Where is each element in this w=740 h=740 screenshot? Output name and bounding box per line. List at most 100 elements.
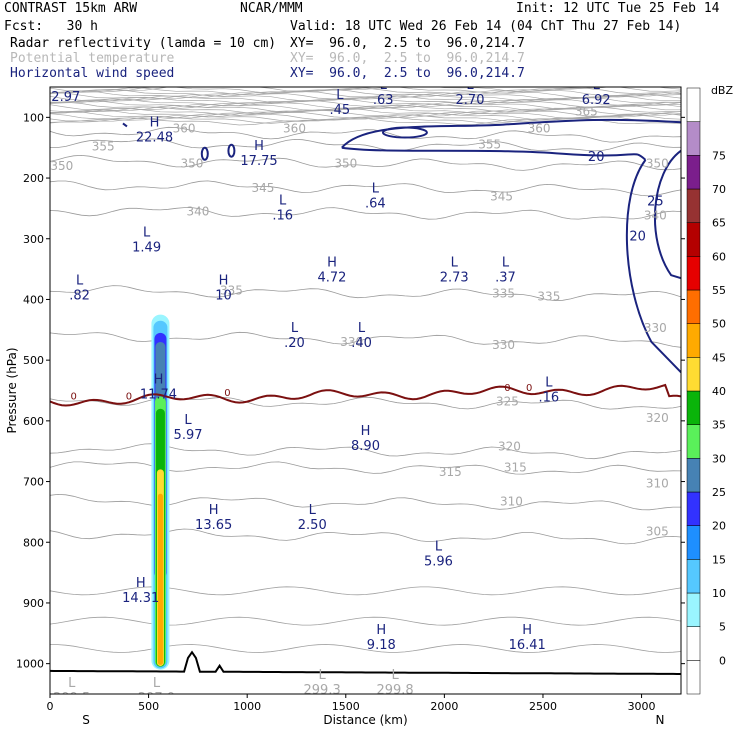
- x-tick-label: 0: [47, 700, 54, 713]
- colorbar-tick-label: 65: [712, 217, 726, 230]
- theta-line-310: [50, 493, 681, 511]
- extremum-value: .82: [69, 289, 90, 304]
- extremum-marker: H: [209, 503, 219, 518]
- field-wind-name: Horizontal wind speed: [10, 66, 175, 81]
- theta-label: 315: [504, 461, 527, 475]
- field-theta-xy: XY= 96.0, 2.5 to 96.0,214.7: [290, 51, 525, 66]
- extremum-value: .64: [365, 196, 386, 211]
- colorbar-box: [686, 660, 701, 695]
- wind-contour-small: [122, 122, 128, 128]
- extremum-marker: L: [143, 226, 151, 241]
- colorbar-tick-label: 40: [712, 385, 726, 398]
- theta-line-upper: [50, 88, 681, 97]
- freezing-level-label: 0: [126, 392, 132, 403]
- colorbar-box: [686, 155, 701, 190]
- extremum-value: .63: [373, 93, 394, 108]
- wind-contour-small: [227, 143, 236, 158]
- colorbar-tick-label: 60: [712, 250, 726, 263]
- extremum-marker: L: [372, 181, 380, 196]
- org-label: NCAR/MMM: [240, 1, 303, 16]
- extremum-value: 8.90: [351, 439, 380, 454]
- extremum-value: 2.73: [440, 270, 469, 285]
- x-tick-label: 2000: [430, 700, 458, 713]
- colorbar-box: [686, 188, 701, 223]
- colorbar-box: [686, 121, 701, 156]
- extremum-value: 2.70: [456, 93, 485, 108]
- theta-line-upper: [50, 117, 681, 126]
- extremum-value: 16.41: [509, 638, 546, 653]
- x-tick-label: 1000: [233, 700, 261, 713]
- theta-line-upper: [50, 98, 681, 107]
- extremum-marker: H: [219, 274, 229, 289]
- y-tick-label: 800: [23, 536, 44, 549]
- extremum-value: 1.49: [132, 241, 161, 256]
- colorbar-tick-label: 30: [712, 452, 726, 465]
- model-title: CONTRAST 15km ARW: [4, 1, 138, 16]
- colorbar-box: [686, 87, 701, 122]
- wind-contour-20-lower: [341, 146, 647, 161]
- theta-line-350: [50, 154, 681, 171]
- theta-label: 360: [283, 121, 306, 135]
- y-tick-label: 700: [23, 476, 44, 489]
- extremum-value: 11.74: [140, 387, 177, 402]
- theta-label: 330: [492, 338, 515, 352]
- y-tick-label: 600: [23, 415, 44, 428]
- extremum-marker: L: [68, 676, 76, 691]
- theta-line-360: [50, 126, 681, 143]
- x-end-label-south: S: [82, 713, 90, 727]
- extremum-marker: H: [327, 255, 337, 270]
- theta-line-upper: [50, 90, 681, 99]
- theta-label: 305: [646, 524, 669, 538]
- colorbar-box: [686, 525, 701, 560]
- colorbar-box: [686, 626, 701, 661]
- theta-label: 320: [646, 411, 669, 425]
- extremum-value: 297.0: [138, 691, 175, 706]
- colorbar-tick-label: 25: [712, 486, 726, 499]
- y-tick-label: 300: [23, 233, 44, 246]
- freezing-level-label: 0: [526, 383, 532, 394]
- colorbar-box: [686, 222, 701, 257]
- colorbar-box: [686, 424, 701, 459]
- y-tick-label: 1000: [16, 658, 44, 671]
- valid-time: Valid: 18 UTC Wed 26 Feb 14 (04 ChT Thu …: [290, 19, 682, 34]
- theta-line-lower: [50, 644, 681, 653]
- extremum-marker: L: [380, 78, 388, 93]
- theta-line-315: [50, 461, 681, 475]
- extremum-value: 299.3: [304, 683, 341, 698]
- theta-label: 335: [492, 286, 515, 300]
- extremum-marker: L: [76, 274, 84, 289]
- wind-contour-small: [200, 146, 209, 161]
- colorbar-tick-label: 10: [712, 587, 726, 600]
- colorbar-tick-label: 35: [712, 419, 726, 432]
- extremum-marker: L: [153, 676, 161, 691]
- freezing-level-label: 0: [224, 388, 230, 399]
- x-tick-label: 2500: [529, 700, 557, 713]
- extremum-value: 14.31: [122, 591, 159, 606]
- theta-label: 360: [528, 121, 551, 135]
- wind-speed-label: 20: [629, 230, 646, 245]
- wind-contour-small: [381, 126, 428, 139]
- extremum-value: .20: [284, 336, 305, 351]
- theta-label: 330: [340, 335, 363, 349]
- wind-speed-label: 25: [647, 195, 664, 210]
- theta-label: 345: [490, 189, 513, 203]
- extremum-value: 17.75: [240, 154, 277, 169]
- extremum-value: 299.8: [376, 683, 413, 698]
- colorbar: 0 5 10 15 20 25 30 35 40 45 50 55 60 65 70 75 dBZ: [686, 84, 733, 695]
- extremum-marker: H: [136, 576, 146, 591]
- extremum-value: .16: [539, 391, 560, 406]
- extremum-value: .45: [330, 103, 351, 118]
- contour-labels: 360 360 360 365 355 355 350 350 350 350 345 345 340 3…: [50, 78, 669, 706]
- extremum-marker: L: [502, 255, 510, 270]
- theta-line-345: [50, 180, 681, 197]
- theta-line-upper: [50, 107, 681, 116]
- extremum-marker: H: [154, 372, 164, 387]
- x-axis-title: Distance (km): [323, 713, 407, 727]
- field-reflectivity-xy: XY= 96.0, 2.5 to 96.0,214.7: [290, 36, 525, 51]
- theta-label: 365: [575, 104, 598, 118]
- theta-label: 340: [186, 204, 209, 218]
- theta-line-lower: [50, 616, 681, 626]
- extremum-value: 5.96: [424, 554, 453, 569]
- extremum-marker: L: [358, 321, 366, 336]
- theta-line-upper: [50, 106, 681, 115]
